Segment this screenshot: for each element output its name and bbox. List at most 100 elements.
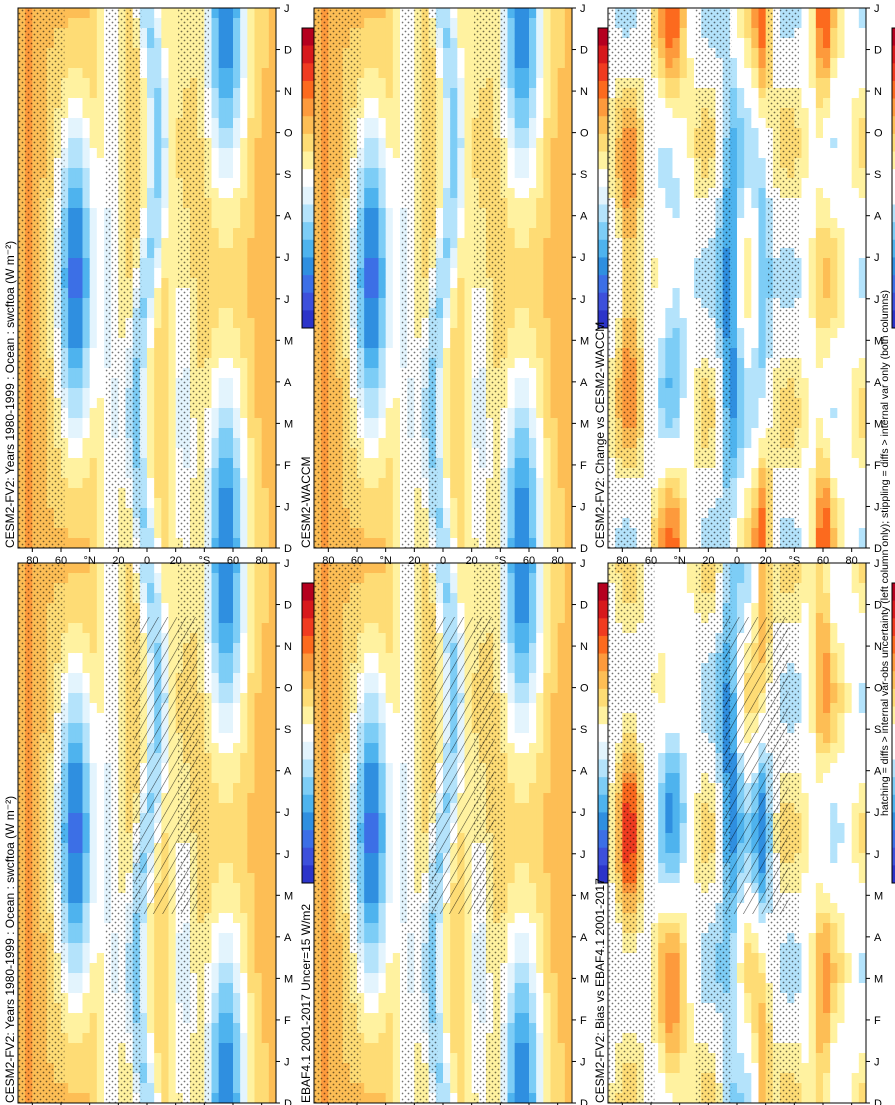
heatmap-cell <box>240 418 248 429</box>
heatmap-cell <box>357 683 365 694</box>
heatmap-cell <box>82 1013 91 1024</box>
heatmap-cell <box>247 803 255 814</box>
heatmap-cell <box>211 723 220 734</box>
heatmap-cell <box>82 653 91 664</box>
heatmap-cell <box>218 188 227 199</box>
heatmap-cell <box>261 1073 270 1084</box>
heatmap-cell <box>154 1083 162 1094</box>
heatmap-cell <box>247 538 255 549</box>
heatmap-cell <box>247 298 255 309</box>
heatmap-cell <box>61 663 69 674</box>
heatmap-cell <box>68 853 76 864</box>
heatmap-cell <box>75 1063 83 1074</box>
heatmap-cell <box>89 318 98 329</box>
heatmap-cell <box>154 88 162 99</box>
heatmap-cell <box>225 993 234 1004</box>
heatmap-cell <box>154 218 162 229</box>
heatmap-cell <box>392 1033 401 1044</box>
heatmap-cell <box>154 278 162 289</box>
lat-tick-label: °N <box>83 555 95 567</box>
heatmap-cell <box>392 943 401 954</box>
heatmap-cell <box>268 468 277 479</box>
heatmap-cell <box>385 733 394 744</box>
heatmap-cell <box>211 38 220 49</box>
heatmap-cell <box>261 478 270 489</box>
heatmap-cell <box>82 438 91 449</box>
heatmap-cell <box>96 1053 105 1064</box>
heatmap-cell <box>96 803 105 814</box>
heatmap-cell <box>211 188 220 199</box>
heatmap-cell <box>225 268 234 279</box>
heatmap-cell <box>225 188 234 199</box>
heatmap-cell <box>378 773 387 784</box>
heatmap-cell <box>254 308 263 319</box>
heatmap-cell <box>261 338 270 349</box>
heatmap-cell <box>218 643 227 654</box>
heatmap-cell <box>240 873 248 884</box>
heatmap-cell <box>82 98 91 109</box>
heatmap-cell <box>147 398 155 409</box>
heatmap-cell <box>68 108 76 119</box>
heatmap-cell <box>68 573 76 584</box>
heatmap-cell <box>225 943 234 954</box>
heatmap-cell <box>96 733 105 744</box>
heatmap-cell <box>233 78 241 89</box>
heatmap-cell <box>96 268 105 279</box>
heatmap-cell <box>96 973 105 984</box>
heatmap-cell <box>211 388 220 399</box>
heatmap-cell <box>96 833 105 844</box>
heatmap-cell <box>161 118 169 129</box>
heatmap-cell <box>364 913 372 924</box>
heatmap-cell <box>68 873 76 884</box>
heatmap-cell <box>225 713 234 724</box>
heatmap-cell <box>68 1023 76 1034</box>
heatmap-cell <box>161 528 169 539</box>
heatmap-cell <box>218 498 227 509</box>
heatmap-cell <box>268 1063 277 1074</box>
heatmap-cell <box>75 703 83 714</box>
heatmap-cell <box>211 1073 220 1084</box>
heatmap-cell <box>218 208 227 219</box>
heatmap-cell <box>147 593 155 604</box>
heatmap-cell <box>233 128 241 139</box>
heatmap-cell <box>89 388 98 399</box>
heatmap-cell <box>371 563 379 574</box>
heatmap-cell <box>240 643 248 654</box>
heatmap-cell <box>247 418 255 429</box>
heatmap-cell <box>378 793 387 804</box>
heatmap-cell <box>68 913 76 924</box>
heatmap-cell <box>261 218 270 229</box>
heatmap-cell <box>161 248 169 259</box>
heatmap-cell <box>168 1053 177 1064</box>
heatmap-cell <box>254 508 263 519</box>
heatmap-cell <box>154 268 162 279</box>
heatmap-cell <box>357 953 365 964</box>
heatmap-cell <box>161 983 169 994</box>
heatmap-cell <box>161 1033 169 1044</box>
heatmap-cell <box>240 58 248 69</box>
heatmap-cell <box>385 683 394 694</box>
heatmap-cell <box>82 903 91 914</box>
heatmap-cell <box>364 713 372 724</box>
heatmap-cell <box>61 358 69 369</box>
heatmap-cell <box>75 78 83 89</box>
heatmap-cell <box>261 883 270 894</box>
heatmap-cell <box>154 1013 162 1024</box>
heatmap-cell <box>385 773 394 784</box>
month-tick-label: J <box>284 252 290 264</box>
heatmap-cell <box>254 603 263 614</box>
heatmap-cell <box>89 358 98 369</box>
heatmap-cell <box>147 8 155 19</box>
heatmap-cell <box>385 573 394 584</box>
heatmap-cell <box>161 563 169 574</box>
heatmap-cell <box>154 148 162 159</box>
heatmap-cell <box>75 933 83 944</box>
heatmap-cell <box>75 993 83 1004</box>
heatmap-cell <box>218 713 227 724</box>
heatmap-cell <box>233 388 241 399</box>
heatmap-cell <box>371 613 379 624</box>
heatmap-cell <box>147 98 155 109</box>
panel-title: CESM2-FV2: Years 1980-1999 : Ocean : swc… <box>3 241 17 548</box>
heatmap-cell <box>233 498 241 509</box>
heatmap-cell <box>385 1003 394 1014</box>
